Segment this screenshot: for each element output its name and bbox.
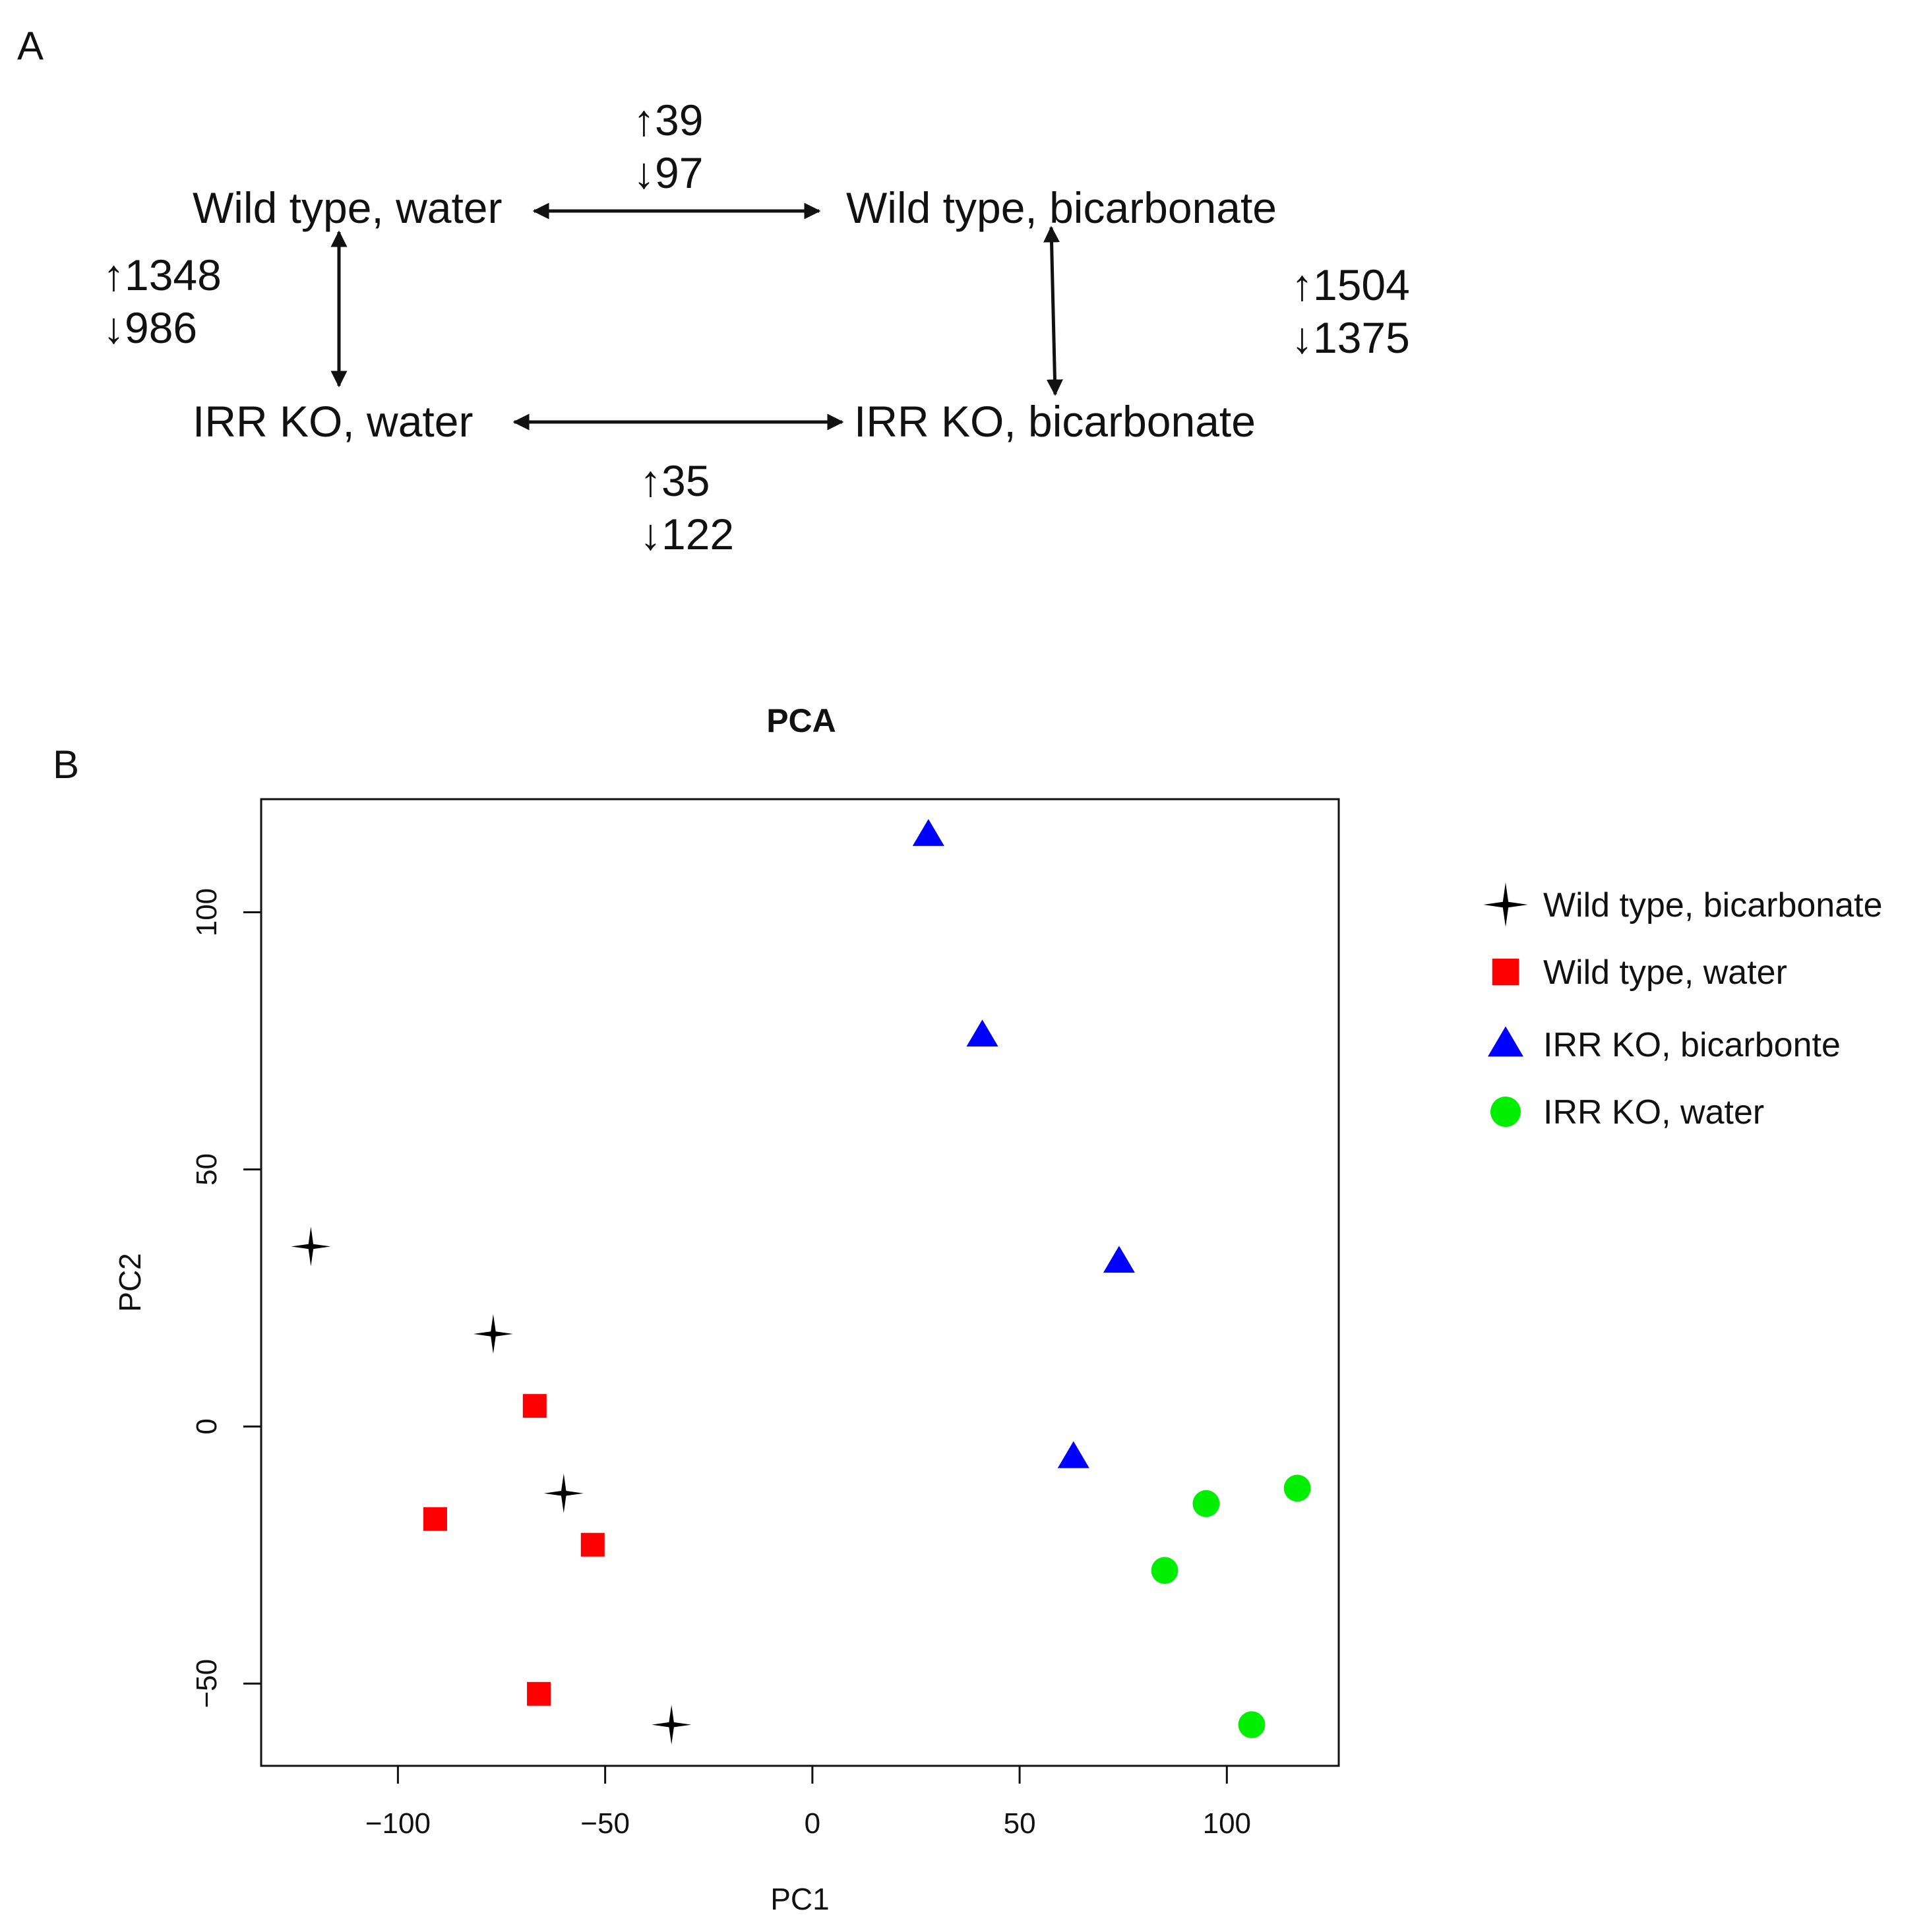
x-tick-label: −50 [580, 1807, 630, 1840]
x-tick-label: 100 [1203, 1807, 1251, 1840]
point-wild-type-water [522, 1394, 547, 1418]
point-irr-ko-water [1283, 1474, 1311, 1502]
legend-label-irr-ko-bicarbonte: IRR KO, bicarbonte [1543, 1026, 1841, 1064]
node-wild-type-bicarbonate: Wild type, bicarbonate [846, 183, 1277, 232]
node-irr-ko-bicarbonate: IRR KO, bicarbonate [854, 397, 1256, 446]
count-right-down: ↓1375 [1291, 313, 1410, 362]
point-irr-ko-bicarbonte [912, 819, 944, 846]
y-tick-label: 100 [191, 888, 223, 936]
x-tick-label: −100 [365, 1807, 431, 1840]
panel-b: B PCA −100 −50 0 50 100 −50 0 50 100 PC1 PC2 Wi… [53, 702, 1883, 1916]
legend-marker-wild-type-bicarbonate [1483, 882, 1528, 927]
y-tick-label: 0 [191, 1418, 223, 1434]
point-wild-type-water [580, 1532, 605, 1557]
point-irr-ko-bicarbonte [966, 1019, 998, 1047]
legend-label-wild-type-bicarbonate: Wild type, bicarbonate [1543, 886, 1883, 924]
count-right-up: ↑1504 [1291, 260, 1410, 309]
count-top-down: ↓97 [633, 148, 703, 197]
x-axis-label: PC1 [770, 1882, 829, 1916]
x-tick-label: 50 [1004, 1807, 1036, 1840]
legend: Wild type, bicarbonate Wild type, water IR… [1483, 882, 1883, 1132]
point-wild-type-water [423, 1507, 447, 1531]
point-irr-ko-bicarbonte [1057, 1441, 1089, 1468]
y-axis: −50 0 50 100 [191, 888, 262, 1708]
arrow-right [1043, 226, 1063, 396]
point-irr-ko-water [1151, 1557, 1178, 1585]
panel-b-label: B [53, 742, 79, 787]
point-irr-ko-water [1192, 1490, 1220, 1517]
legend-marker-wild-type-water [1492, 958, 1519, 986]
y-tick-label: −50 [191, 1659, 223, 1708]
count-bottom-up: ↑35 [640, 456, 710, 505]
panel-a-label: A [17, 24, 44, 68]
point-irr-ko-bicarbonte [1103, 1246, 1135, 1273]
point-wild-type-bicarbonate [291, 1226, 331, 1267]
chart-title: PCA [766, 702, 836, 739]
panel-a: A Wild type, water Wild type, bicarbonat… [17, 24, 1410, 558]
node-irr-ko-water: IRR KO, water [193, 397, 473, 446]
point-wild-type-bicarbonate [543, 1473, 584, 1513]
legend-marker-irr-ko-bicarbonte [1488, 1026, 1523, 1057]
x-axis: −100 −50 0 50 100 [365, 1765, 1251, 1840]
point-wild-type-bicarbonate [473, 1314, 513, 1354]
x-tick-label: 0 [805, 1807, 820, 1840]
y-tick-label: 50 [191, 1153, 223, 1186]
count-left-down: ↓986 [103, 303, 197, 352]
node-wild-type-water: Wild type, water [193, 183, 502, 232]
plot-frame [260, 798, 1340, 1767]
count-bottom-down: ↓122 [640, 510, 734, 558]
point-wild-type-water [527, 1681, 551, 1706]
point-irr-ko-water [1238, 1711, 1266, 1739]
y-axis-label: PC2 [113, 1253, 147, 1312]
count-left-up: ↑1348 [103, 251, 222, 299]
count-top-up: ↑39 [633, 96, 703, 144]
legend-label-wild-type-water: Wild type, water [1543, 953, 1787, 992]
data-points [291, 819, 1311, 1745]
point-wild-type-bicarbonate [652, 1705, 692, 1745]
legend-marker-irr-ko-water [1490, 1097, 1521, 1127]
legend-label-irr-ko-water: IRR KO, water [1543, 1093, 1764, 1132]
